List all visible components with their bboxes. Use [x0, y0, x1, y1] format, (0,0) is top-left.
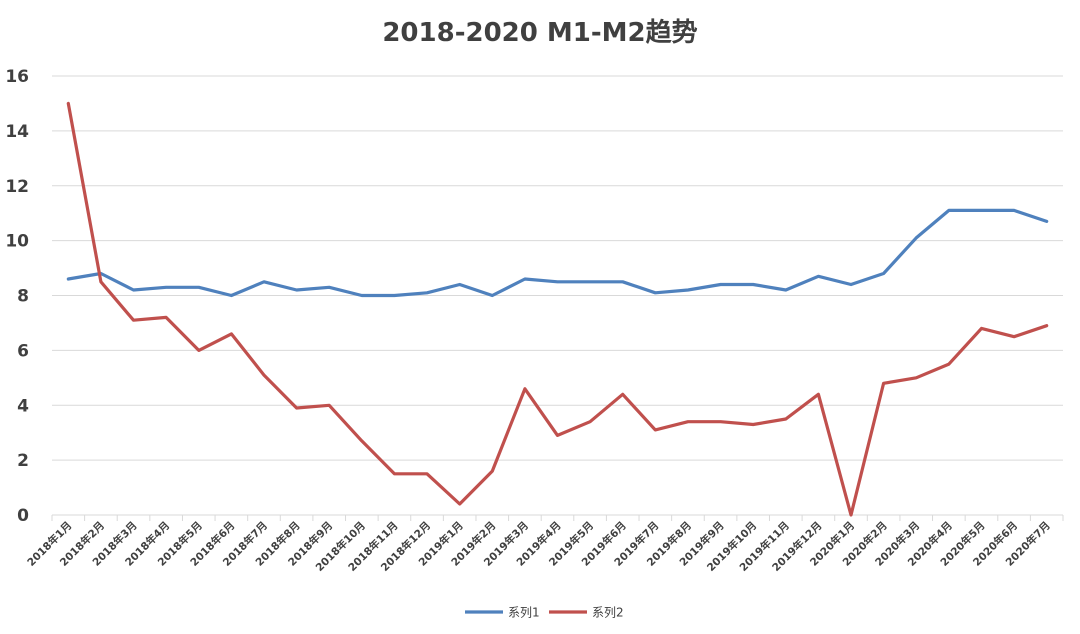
y-tick-label: 6	[17, 341, 29, 361]
legend-label-1: 系列1	[508, 606, 540, 620]
series-line-1	[66, 208, 1049, 298]
y-tick-label: 2	[17, 451, 29, 471]
y-tick-label: 14	[5, 122, 29, 142]
gridlines	[52, 75, 1063, 461]
x-axis: 2018年1月2018年2月2018年3月2018年4月2018年5月2018年…	[25, 514, 1064, 574]
series-line-2	[66, 101, 1049, 517]
y-tick-label: 8	[17, 287, 29, 307]
y-tick-label: 4	[17, 396, 29, 416]
y-tick-label: 10	[5, 232, 29, 252]
legend: 系列1 系列2	[465, 606, 624, 620]
y-tick-label: 12	[5, 177, 29, 197]
y-tick-label: 0	[17, 506, 29, 526]
chart-title: 2018-2020 M1-M2趋势	[382, 18, 697, 48]
series-lines	[66, 101, 1049, 517]
y-tick-label: 16	[5, 67, 29, 87]
y-axis-ticks: 0 2 4 6 8 10 12 14 16	[5, 67, 29, 526]
legend-label-2: 系列2	[592, 606, 624, 620]
